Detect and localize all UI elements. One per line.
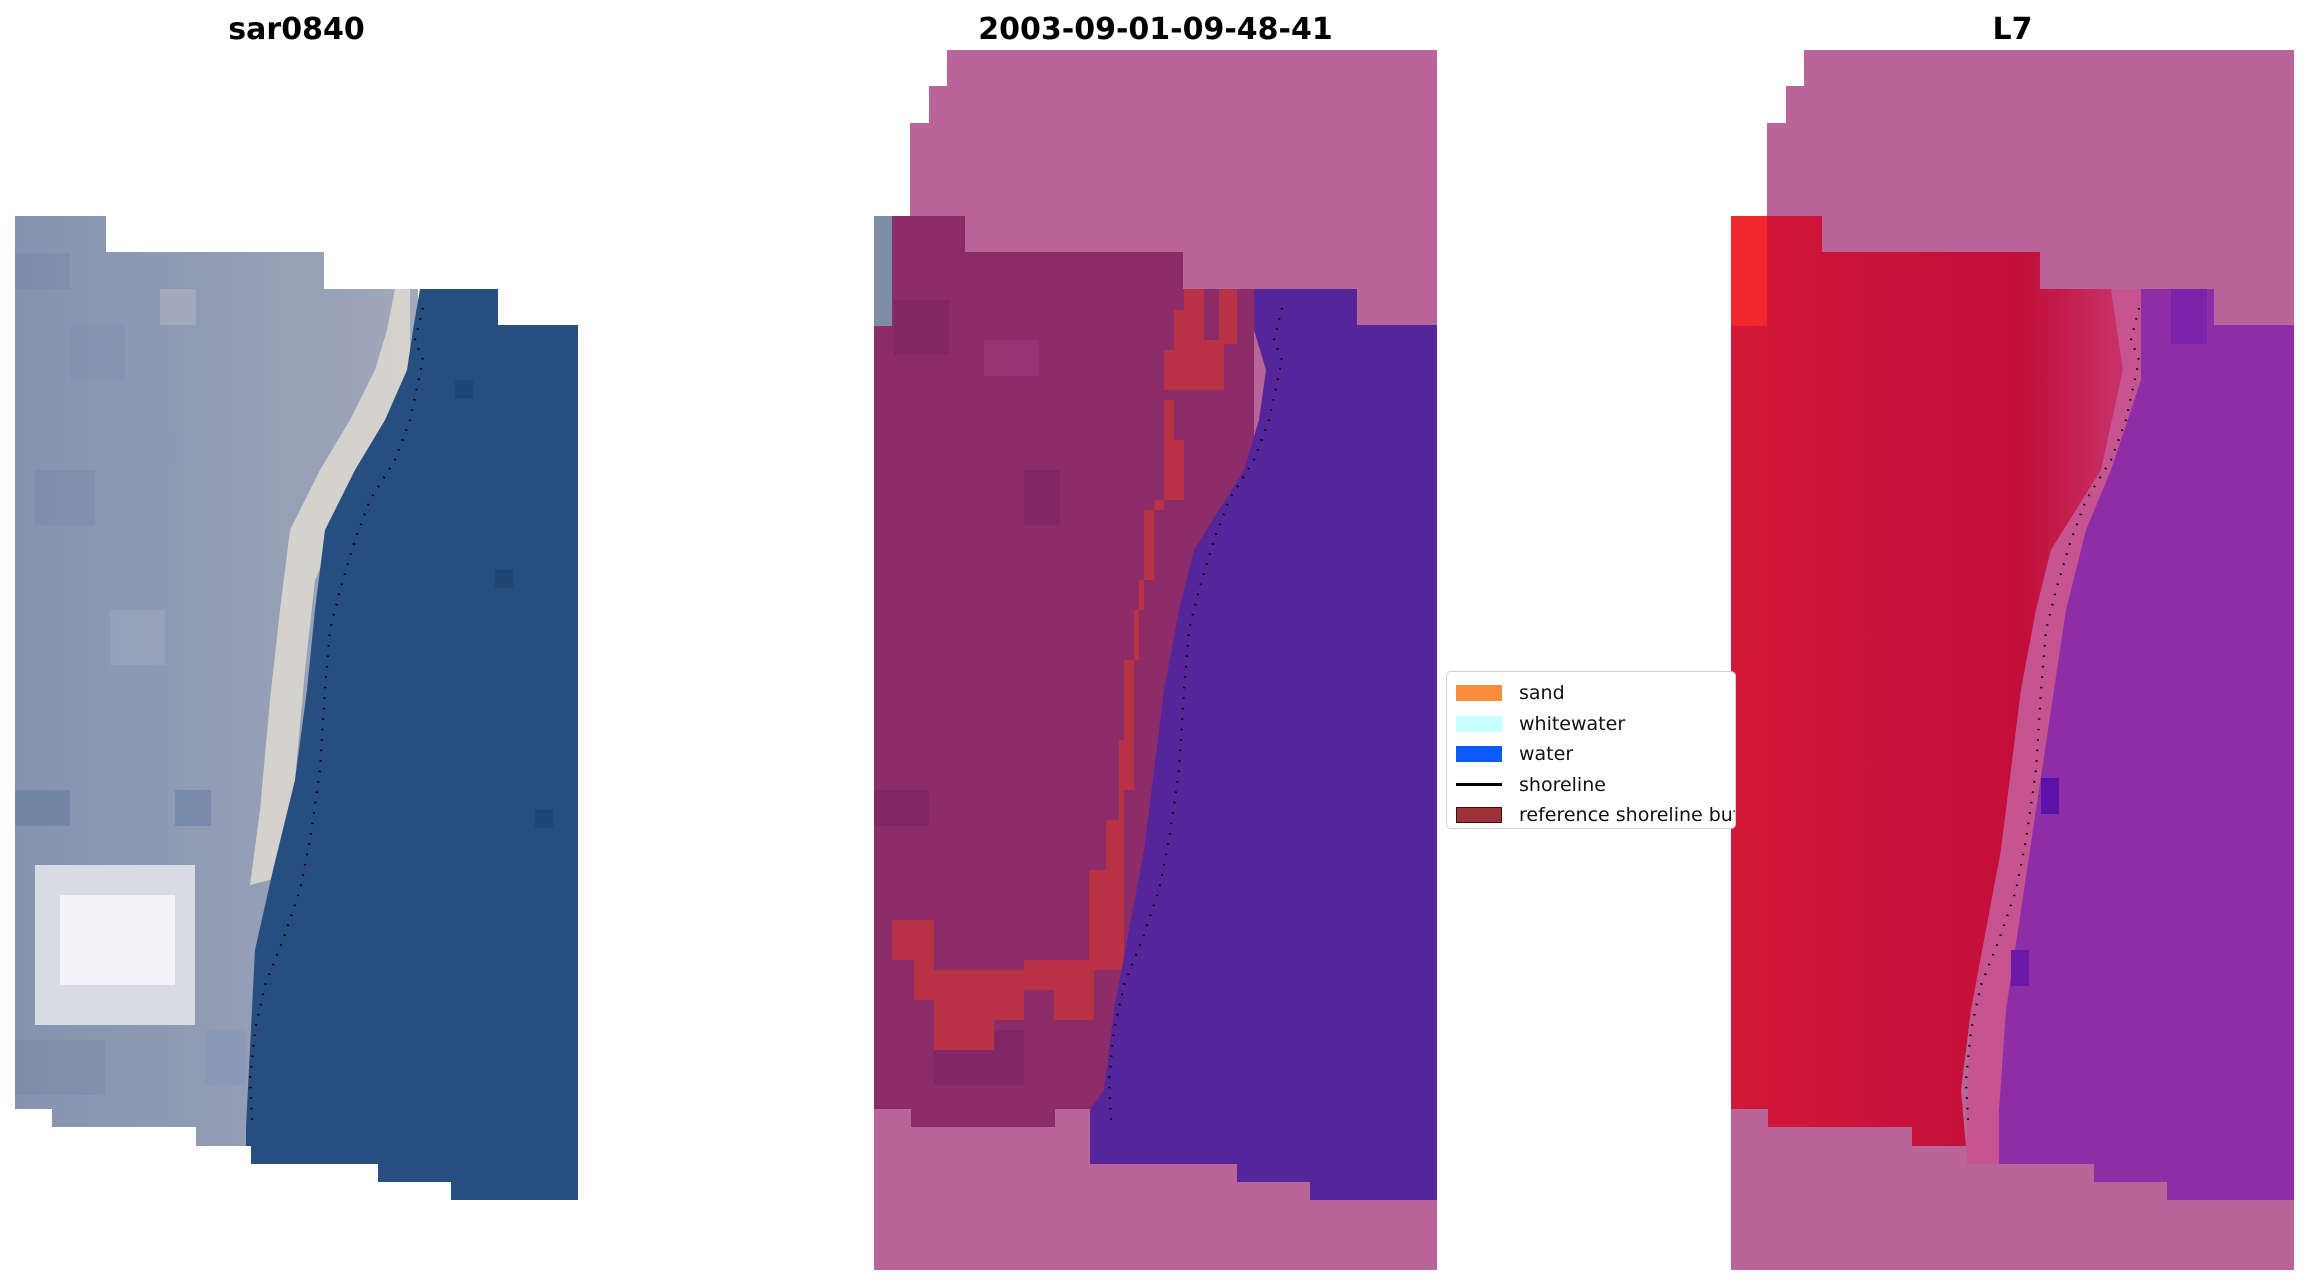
rgb-image [15, 216, 578, 1200]
index-shoreline [1964, 307, 2141, 1121]
rgb-image-panel [15, 50, 578, 1270]
legend-item-sand: sand [1456, 678, 1735, 709]
legend-label-water: water [1519, 743, 1574, 766]
legend-item-whitewater: whitewater [1456, 709, 1735, 740]
legend-label-reference-buffer: reference shoreline buffer [1519, 804, 1735, 827]
legend: sand whitewater water shoreline referenc… [1446, 671, 1736, 829]
index-image-panel [1731, 50, 2294, 1270]
classified-shoreline [1107, 307, 1284, 1121]
sand-class-area [892, 289, 1224, 1050]
rgb-beach [250, 289, 410, 885]
panel-title-rgb: sar0840 [228, 12, 365, 47]
legend-label-whitewater: whitewater [1519, 712, 1626, 735]
legend-swatch-sand [1456, 685, 1502, 702]
rgb-texture [15, 253, 245, 1095]
water-class-area [1090, 289, 1437, 1200]
legend-label-sand: sand [1519, 682, 1565, 705]
panel-title-classified: 2003-09-01-09-48-41 [978, 12, 1333, 47]
index-land-area [1731, 216, 2123, 1146]
rgb-shoreline [248, 307, 425, 1121]
index-water-area [1999, 289, 2294, 1200]
legend-swatch-whitewater [1456, 715, 1502, 732]
legend-swatch-reference-buffer [1456, 807, 1502, 824]
rgb-cloud-core [60, 895, 175, 985]
legend-line-shoreline [1456, 783, 1502, 787]
legend-item-shoreline: shoreline [1456, 770, 1735, 801]
legend-swatch-water [1456, 746, 1502, 763]
legend-label-shoreline: shoreline [1519, 773, 1606, 796]
rgb-water [246, 289, 578, 1200]
legend-item-water: water [1456, 739, 1735, 770]
legend-item-reference-buffer: reference shoreline buffer [1456, 800, 1735, 828]
index-image [1731, 50, 2294, 1270]
panel-title-index: L7 [1992, 12, 2033, 47]
classified-image [874, 50, 1437, 1270]
classified-image-panel [874, 50, 1437, 1270]
